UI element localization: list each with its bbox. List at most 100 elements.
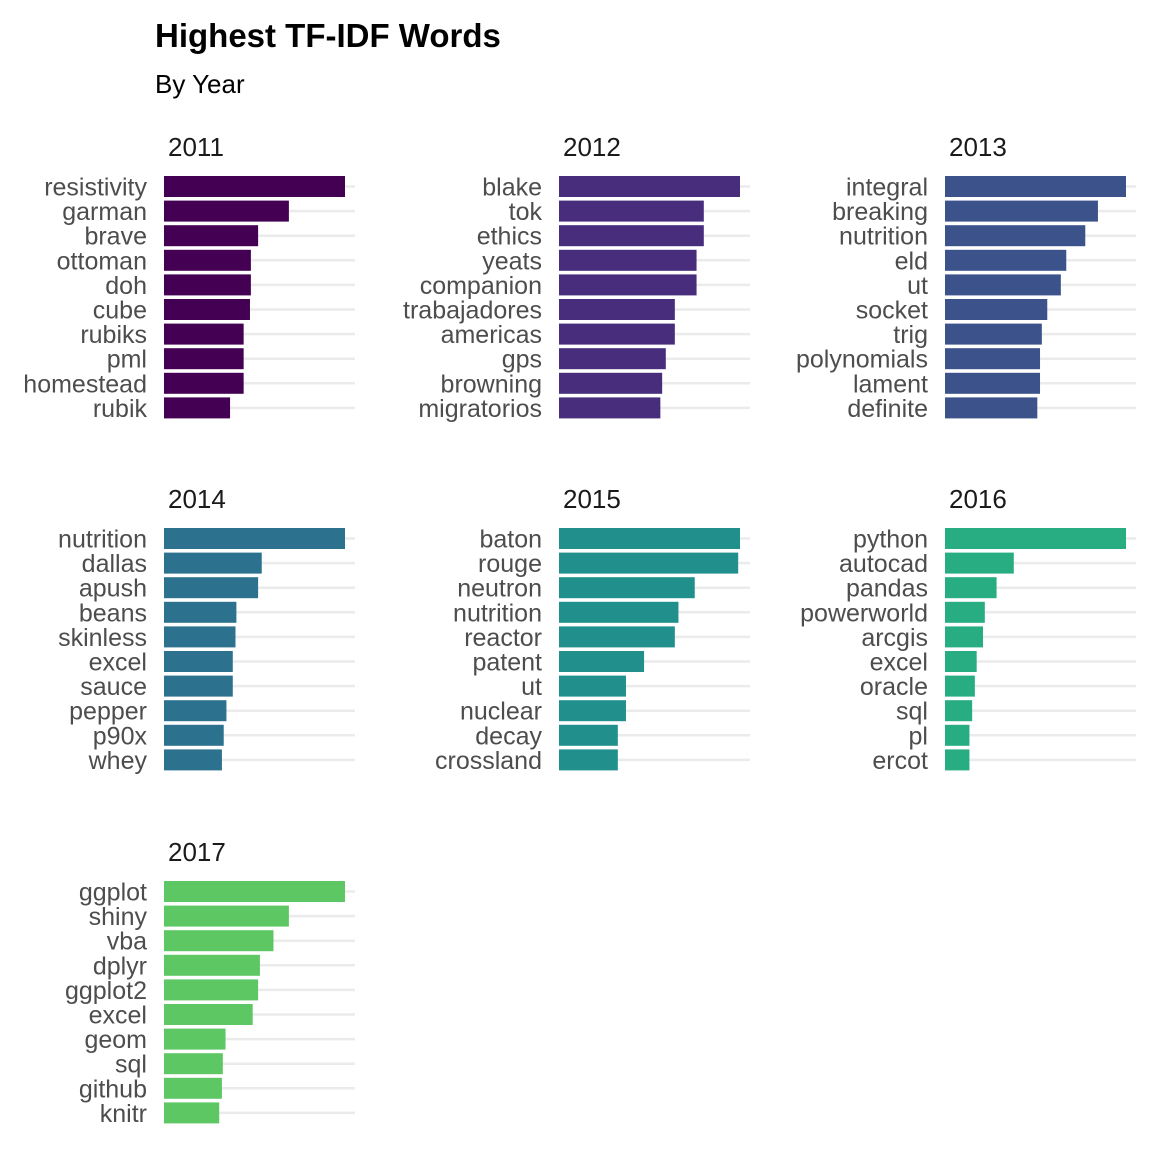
tick-label: autocad <box>839 550 928 578</box>
facet-strip-label: 2012 <box>563 132 621 162</box>
tick-label: gps <box>502 346 542 374</box>
tick-label: trabajadores <box>403 297 542 325</box>
tick-label: ut <box>521 673 542 701</box>
tick-label: pepper <box>69 698 147 726</box>
tick-label: rubiks <box>80 321 147 349</box>
bar-2015-rouge <box>559 552 739 574</box>
tick-label: ercot <box>872 747 928 775</box>
tick-label: nutrition <box>839 223 928 251</box>
tick-label: migratorios <box>418 395 542 423</box>
bar-2017-excel <box>164 1004 253 1025</box>
facet-panel-2017: 2017 ggplotshinyvbadplyrggplot2excelgeoms… <box>65 837 355 1128</box>
bar-2014-skinless <box>164 626 236 648</box>
tick-label: trig <box>893 321 928 349</box>
bar-2015-baton <box>559 528 740 549</box>
tick-label: blake <box>482 174 542 202</box>
bar-2014-nutrition <box>164 528 345 549</box>
tick-label: reactor <box>464 624 542 652</box>
tick-label: cube <box>93 297 147 325</box>
bar-2012-yeats <box>559 249 697 271</box>
bar-2016-pl <box>945 724 970 746</box>
tick-label: whey <box>88 747 148 775</box>
bar-2011-brave <box>164 225 259 247</box>
bar-2015-neutron <box>559 577 695 599</box>
tick-label: excel <box>89 649 147 677</box>
tick-label: polynomials <box>796 346 928 374</box>
chart-subtitle: By Year <box>155 69 245 99</box>
bar-2014-p90x <box>164 724 224 746</box>
bar-2013-polynomials <box>945 348 1041 370</box>
tick-label: dallas <box>82 550 147 578</box>
tick-label: americas <box>441 321 542 349</box>
tick-label: oracle <box>860 673 928 701</box>
bar-2011-cube <box>164 299 250 320</box>
facet-panel-2013: 2013 integralbreakingnutritioneldutsocket… <box>796 132 1136 423</box>
tick-label: arcgis <box>861 624 928 652</box>
tick-label: rouge <box>478 550 542 578</box>
facet-panel-2014: 2014 nutritiondallasapushbeansskinlessexc… <box>58 484 355 775</box>
tick-label: pl <box>909 722 928 750</box>
tick-label: socket <box>856 297 928 325</box>
tick-label: excel <box>89 1002 147 1030</box>
bar-2016-pandas <box>945 577 997 599</box>
tick-label: ut <box>907 272 928 300</box>
bar-2016-ercot <box>945 749 970 771</box>
bar-2016-excel <box>945 651 977 672</box>
tick-label: ggplot2 <box>65 977 147 1005</box>
bar-2015-nuclear <box>559 700 626 722</box>
chart-title: Highest TF-IDF Words <box>155 17 501 54</box>
tick-label: crossland <box>435 747 542 775</box>
tick-label: knitr <box>100 1100 147 1128</box>
facet-panel-2015: 2015 batonrougeneutronnutritionreactorpat… <box>435 484 750 775</box>
bar-2014-apush <box>164 577 259 599</box>
tick-label: browning <box>441 370 542 398</box>
bar-2013-nutrition <box>945 225 1086 247</box>
bar-2012-browning <box>559 372 663 394</box>
bar-2012-trabajadores <box>559 299 675 320</box>
tick-label: apush <box>79 575 147 603</box>
tick-label: neutron <box>457 575 542 603</box>
facet-panels: 2011 resistivitygarmanbraveottomandohcube… <box>23 132 1136 1128</box>
tick-label: powerworld <box>800 599 928 627</box>
tick-label: sauce <box>80 673 147 701</box>
tick-label: homestead <box>23 370 147 398</box>
bar-2011-rubiks <box>164 323 244 345</box>
facet-strip-label: 2017 <box>168 837 226 867</box>
tick-label: rubik <box>93 395 148 423</box>
bar-2017-dplyr <box>164 954 260 976</box>
bar-2016-autocad <box>945 552 1014 574</box>
bar-2012-ethics <box>559 225 704 247</box>
tick-label: nutrition <box>453 599 542 627</box>
tick-label: ottoman <box>57 247 147 275</box>
tick-label: p90x <box>93 722 148 750</box>
bar-2015-decay <box>559 724 618 746</box>
tick-label: breaking <box>832 198 928 226</box>
bar-2017-github <box>164 1077 222 1099</box>
tick-label: brave <box>84 223 147 251</box>
tick-label: nuclear <box>460 698 542 726</box>
bar-2013-breaking <box>945 200 1098 222</box>
tick-label: nutrition <box>58 526 147 554</box>
tick-label: pml <box>107 346 147 374</box>
facet-strip-label: 2015 <box>563 484 621 514</box>
bar-2014-whey <box>164 749 222 771</box>
bar-2014-dallas <box>164 552 262 574</box>
facet-panel-2011: 2011 resistivitygarmanbraveottomandohcube… <box>23 132 355 423</box>
tick-label: ggplot <box>79 879 147 907</box>
tick-label: skinless <box>58 624 147 652</box>
bar-2016-python <box>945 528 1126 549</box>
bar-2013-ut <box>945 274 1061 296</box>
tick-label: pandas <box>846 575 928 603</box>
bar-2011-doh <box>164 274 251 296</box>
bar-2011-rubik <box>164 397 231 419</box>
tick-label: resistivity <box>44 174 147 202</box>
tick-label: vba <box>107 928 147 956</box>
bar-2011-garman <box>164 200 289 222</box>
bar-2014-beans <box>164 601 237 623</box>
tick-label: baton <box>479 526 542 554</box>
bar-2014-excel <box>164 651 233 672</box>
tick-label: excel <box>870 649 928 677</box>
tick-label: companion <box>420 272 542 300</box>
tick-label: sql <box>115 1051 147 1079</box>
